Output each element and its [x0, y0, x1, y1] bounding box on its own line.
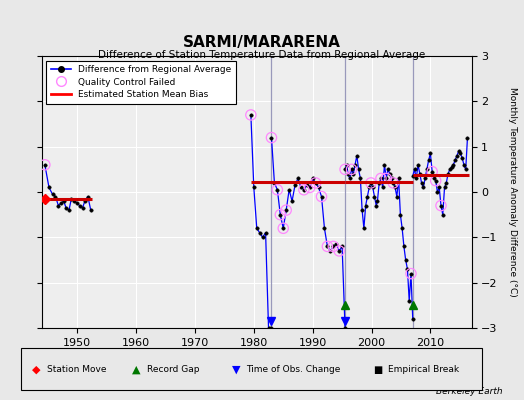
Point: [428, 168, 436, 175]
Point: [276, 212, 285, 218]
Point: [273, 186, 281, 193]
Y-axis label: Monthly Temperature Anomaly Difference (°C): Monthly Temperature Anomaly Difference (…: [508, 87, 517, 297]
Point: [347, 166, 356, 172]
Point: [367, 180, 375, 186]
Point: [311, 180, 320, 186]
Point: [323, 243, 332, 250]
Point: [389, 180, 398, 186]
Text: ■: ■: [373, 365, 382, 375]
Text: Berkeley Earth: Berkeley Earth: [436, 387, 503, 396]
Text: ▲: ▲: [132, 365, 140, 375]
Point: [247, 112, 255, 118]
Text: Station Move: Station Move: [47, 366, 107, 374]
Text: Time of Obs. Change: Time of Obs. Change: [246, 366, 341, 374]
Point: [335, 248, 343, 254]
Point: [341, 166, 349, 172]
Text: ◆: ◆: [32, 365, 41, 375]
Point: [282, 207, 290, 213]
Point: [41, 162, 49, 168]
Point: [377, 175, 385, 182]
Text: SARMI/MARARENA: SARMI/MARARENA: [183, 34, 341, 50]
Text: Empirical Break: Empirical Break: [388, 366, 459, 374]
Point: [267, 134, 276, 141]
Text: Record Gap: Record Gap: [147, 366, 199, 374]
Point: [407, 270, 415, 277]
Point: [382, 175, 390, 182]
Text: ▼: ▼: [232, 365, 240, 375]
Point: [329, 243, 337, 250]
Point: [300, 186, 308, 193]
Point: [437, 202, 445, 209]
Point: [318, 193, 326, 200]
Point: [431, 178, 440, 184]
Point: [305, 184, 314, 191]
Text: Difference of Station Temperature Data from Regional Average: Difference of Station Temperature Data f…: [99, 50, 425, 60]
Point: [279, 225, 288, 232]
Legend: Difference from Regional Average, Quality Control Failed, Estimated Station Mean: Difference from Regional Average, Qualit…: [47, 60, 236, 104]
